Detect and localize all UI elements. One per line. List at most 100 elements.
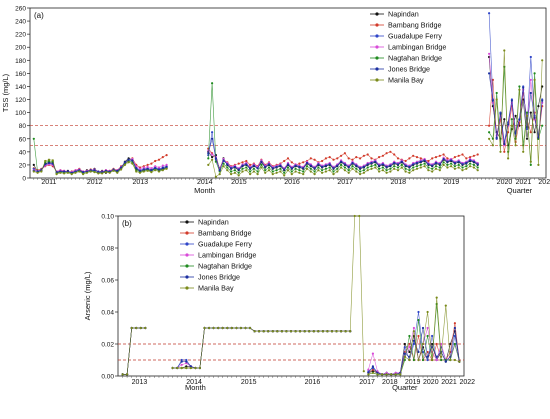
- data-point: [396, 169, 400, 172]
- y-tick-label: 0.04: [101, 310, 114, 317]
- data-point: [503, 118, 506, 121]
- legend-label: Jones Bridge: [198, 273, 240, 282]
- data-point: [476, 169, 479, 172]
- data-point: [142, 170, 145, 173]
- data-point: [423, 159, 426, 162]
- data-point: [394, 371, 397, 374]
- year-label: 2021: [516, 179, 532, 186]
- data-point: [298, 165, 301, 168]
- data-point: [412, 326, 415, 330]
- data-point: [340, 330, 343, 333]
- data-point: [438, 166, 441, 169]
- data-point: [313, 170, 316, 173]
- data-point: [252, 167, 255, 170]
- data-point: [351, 167, 354, 170]
- series-manila-bay: [32, 49, 544, 178]
- data-point: [245, 163, 248, 166]
- data-point: [32, 163, 35, 166]
- year-label: 2011: [41, 179, 56, 186]
- data-point: [189, 365, 192, 368]
- series-line: [368, 303, 460, 375]
- data-point: [47, 158, 51, 161]
- data-point: [507, 123, 510, 126]
- data-point: [280, 330, 283, 333]
- data-point: [472, 166, 475, 169]
- year-label: 2021: [441, 379, 457, 386]
- data-point: [130, 326, 133, 330]
- data-point: [144, 326, 147, 330]
- data-point: [403, 346, 406, 349]
- data-point: [510, 118, 513, 121]
- data-point: [161, 169, 164, 172]
- data-point: [321, 169, 324, 172]
- data-point: [518, 88, 521, 91]
- data-point: [150, 171, 153, 174]
- data-point: [321, 159, 324, 163]
- data-point: [446, 166, 449, 169]
- data-point: [457, 160, 460, 163]
- x-axis-label-quarter: Quarter: [507, 186, 533, 195]
- data-point: [522, 150, 525, 153]
- legend-label: Guadalupe Ferry: [388, 32, 442, 41]
- data-point: [347, 157, 350, 160]
- data-point: [146, 169, 149, 172]
- data-point: [185, 365, 188, 368]
- data-point: [469, 156, 472, 159]
- data-point: [135, 167, 138, 170]
- data-point: [309, 164, 312, 167]
- data-point: [82, 171, 85, 174]
- data-point: [93, 169, 96, 172]
- data-point: [194, 366, 197, 370]
- data-point: [461, 163, 464, 166]
- y-axis-label: Arsenic (mg/L): [83, 271, 92, 320]
- data-point: [440, 342, 443, 346]
- data-point: [321, 171, 324, 174]
- series-line: [122, 327, 146, 375]
- data-point: [249, 163, 252, 166]
- data-point: [426, 355, 429, 358]
- legend-marker: [375, 67, 379, 71]
- data-point: [449, 358, 452, 362]
- data-point: [142, 166, 145, 169]
- data-point: [123, 163, 126, 166]
- year-label: 2013: [132, 379, 148, 386]
- data-point: [465, 157, 468, 160]
- data-point: [396, 157, 400, 160]
- data-point: [51, 159, 54, 162]
- data-point: [389, 167, 392, 170]
- data-point: [469, 165, 472, 168]
- data-point: [283, 159, 286, 163]
- data-point: [249, 173, 252, 176]
- data-point: [335, 330, 338, 333]
- data-point: [438, 169, 441, 172]
- data-point: [146, 165, 149, 168]
- data-point: [431, 164, 434, 167]
- data-point: [252, 164, 255, 167]
- data-point: [340, 160, 343, 163]
- data-point: [503, 150, 506, 153]
- data-point: [533, 78, 536, 81]
- data-point: [347, 171, 350, 174]
- data-point: [260, 163, 263, 166]
- data-point: [312, 330, 315, 333]
- data-point: [211, 82, 214, 85]
- data-point: [89, 170, 92, 173]
- data-point: [298, 169, 301, 172]
- data-point: [393, 153, 396, 156]
- data-point: [85, 171, 88, 174]
- data-point: [302, 170, 305, 173]
- panel-label: (b): [122, 219, 132, 228]
- data-point: [396, 166, 400, 169]
- data-point: [161, 167, 164, 170]
- data-point: [294, 330, 297, 333]
- legend-label: Jones Bridge: [388, 65, 430, 74]
- series-line: [172, 327, 351, 369]
- data-point: [283, 171, 286, 174]
- data-point: [347, 165, 350, 168]
- year-label: 2017: [359, 379, 375, 386]
- data-point: [488, 131, 491, 134]
- data-point: [440, 358, 443, 362]
- data-point: [208, 326, 211, 330]
- data-point: [450, 165, 453, 168]
- data-point: [426, 358, 429, 362]
